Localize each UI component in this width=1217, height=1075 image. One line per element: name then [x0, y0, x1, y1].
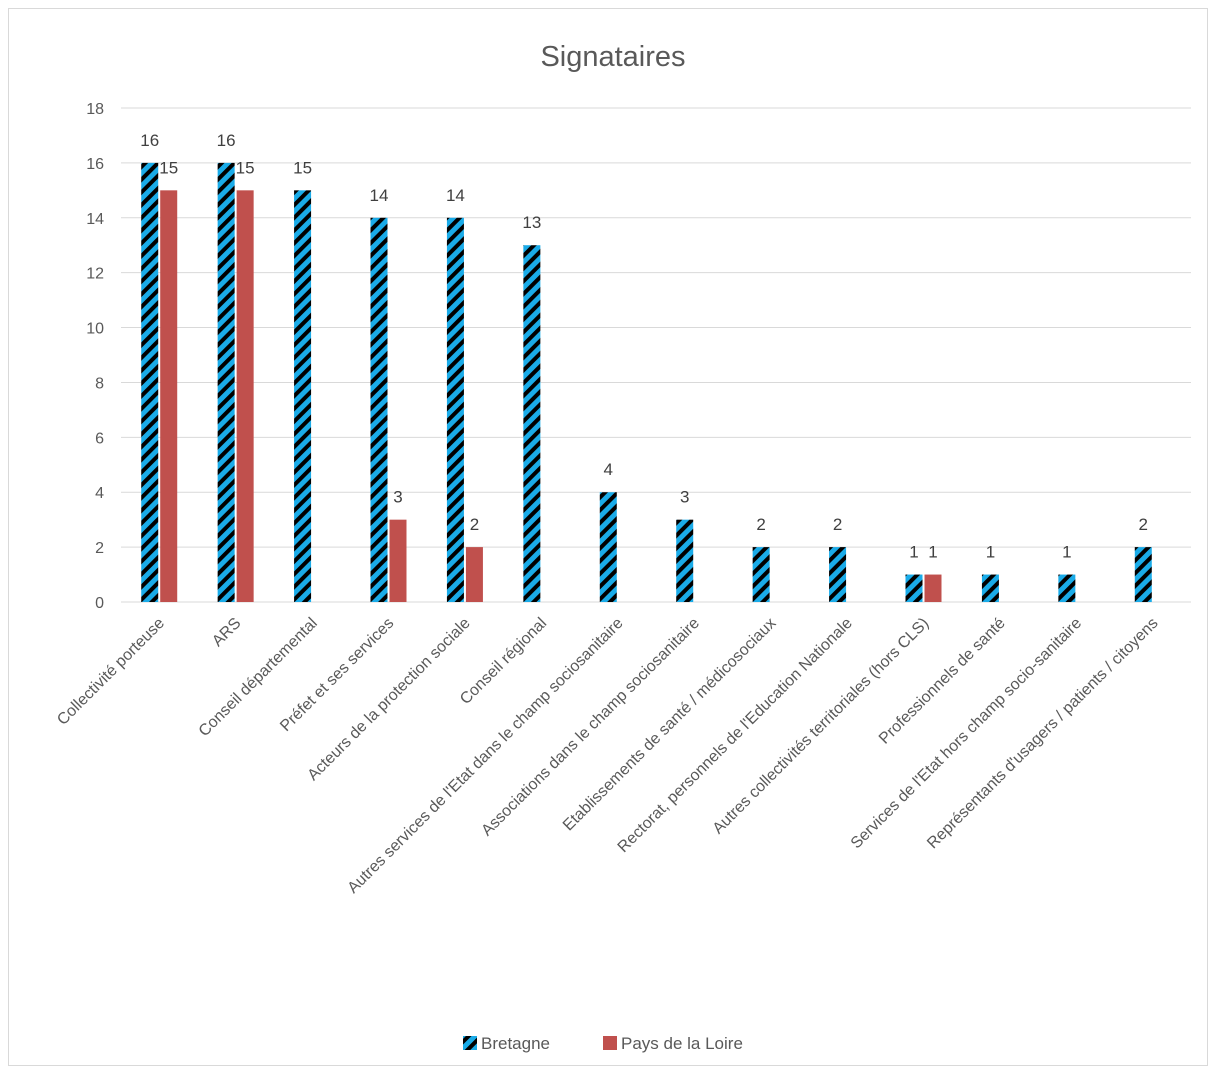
data-label-bretagne: 2 — [756, 515, 765, 534]
bar-bretagne — [981, 574, 999, 602]
data-label-bretagne: 16 — [217, 131, 236, 150]
bar-pays-de-la-loire — [389, 519, 407, 602]
bar-bretagne — [294, 190, 312, 603]
x-category-label: Collectivité porteuse — [54, 615, 168, 729]
data-label-bretagne: 2 — [833, 515, 842, 534]
bar-bretagne — [217, 162, 235, 602]
gridlines — [121, 107, 1191, 603]
data-label-pays-de-la-loire: 1 — [928, 543, 937, 562]
bars — [141, 162, 1152, 603]
x-category-label: Acteurs de la protection sociale — [305, 615, 474, 784]
data-label-bretagne: 14 — [446, 186, 465, 205]
data-label-bretagne: 15 — [293, 158, 312, 177]
bar-bretagne — [752, 547, 770, 602]
bar-bretagne — [370, 217, 388, 602]
data-label-bretagne: 4 — [604, 460, 613, 479]
y-tick-label: 8 — [95, 375, 104, 392]
chart-frame — [8, 8, 1208, 1066]
legend: Bretagne Pays de la Loire — [463, 1034, 743, 1053]
legend-swatch-bretagne — [463, 1036, 477, 1050]
legend-label-bretagne: Bretagne — [481, 1034, 550, 1053]
y-tick-label: 16 — [86, 156, 104, 173]
data-label-bretagne: 14 — [370, 186, 389, 205]
bar-bretagne — [1058, 574, 1076, 602]
y-tick-label: 4 — [95, 485, 104, 502]
x-category-label: Autres services de l'Etat dans le champ … — [345, 615, 627, 897]
y-tick-label: 2 — [95, 540, 104, 557]
data-label-pays-de-la-loire: 15 — [236, 158, 255, 177]
data-label-bretagne: 3 — [680, 488, 689, 507]
data-label-pays-de-la-loire: 15 — [159, 158, 178, 177]
legend-swatch-pays-de-la-loire — [603, 1036, 617, 1050]
y-tick-label: 14 — [86, 211, 104, 228]
y-tick-label: 12 — [86, 266, 104, 283]
bar-pays-de-la-loire — [924, 574, 942, 602]
bar-bretagne — [523, 245, 541, 602]
data-label-bretagne: 13 — [522, 213, 541, 232]
data-label-bretagne: 1 — [986, 543, 995, 562]
bar-bretagne — [141, 162, 159, 602]
chart-title: Signataires — [540, 41, 685, 73]
data-label-bretagne: 1 — [1062, 543, 1071, 562]
data-label-bretagne: 2 — [1139, 515, 1148, 534]
y-axis-ticks: 0 2 4 6 8 10 12 14 16 18 — [86, 101, 104, 612]
bar-pays-de-la-loire — [236, 190, 254, 603]
data-label-bretagne: 1 — [909, 543, 918, 562]
bar-pays-de-la-loire — [465, 547, 483, 602]
legend-label-pays-de-la-loire: Pays de la Loire — [621, 1034, 743, 1053]
x-category-label: Professionnels de santé — [876, 615, 1009, 748]
data-label-pays-de-la-loire: 2 — [470, 515, 479, 534]
bar-bretagne — [905, 574, 923, 602]
bar-bretagne — [446, 217, 464, 602]
bar-bretagne — [829, 547, 847, 602]
y-tick-label: 0 — [95, 595, 104, 612]
y-tick-label: 10 — [86, 321, 104, 338]
bar-bretagne — [1134, 547, 1152, 602]
x-category-label: ARS — [209, 615, 244, 650]
data-label-pays-de-la-loire: 3 — [393, 488, 402, 507]
y-tick-label: 18 — [86, 101, 104, 118]
data-label-bretagne: 16 — [140, 131, 159, 150]
bar-bretagne — [676, 519, 694, 602]
y-tick-label: 6 — [95, 430, 104, 447]
bar-bretagne — [599, 492, 617, 602]
bar-pays-de-la-loire — [160, 190, 178, 603]
